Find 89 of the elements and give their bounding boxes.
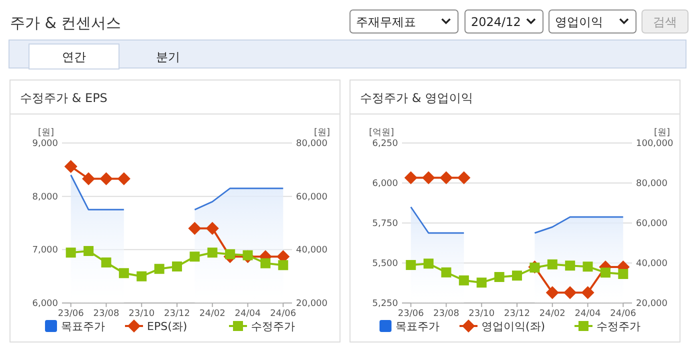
x-tick-label: 24/02 (199, 309, 226, 319)
legend-label: 수정주가 (251, 320, 295, 333)
y2-tick-label: 80,000 (296, 139, 328, 149)
point (66, 248, 76, 258)
y-tick-label: 5,250 (372, 299, 398, 309)
point (82, 172, 96, 186)
text: 주가 & 컨센서스 (10, 14, 122, 32)
y-tick-label: 6,250 (372, 139, 398, 149)
y-tick-label: 5,500 (372, 259, 398, 269)
point (225, 249, 236, 260)
x-tick-label: 23/06 (58, 309, 84, 319)
y-axis-title: [억원] (368, 128, 394, 138)
x-tick-label: 23/10 (468, 309, 495, 319)
y2-axis-title: [원] (314, 128, 330, 138)
y2-tick-label: 40,000 (296, 246, 328, 256)
legend-label: 수정주가 (596, 320, 640, 333)
legend-label: 영업이익(좌) (482, 320, 546, 333)
point (100, 172, 113, 186)
text: 분기 (156, 50, 180, 64)
x-tick-label: 24/06 (270, 309, 296, 319)
point (406, 260, 416, 270)
y-tick-label: 6,000 (372, 179, 398, 189)
point (512, 270, 522, 281)
point (424, 258, 434, 269)
point (118, 268, 129, 278)
chart-title: 수정주가 & 영업이익 (360, 91, 473, 105)
point (582, 262, 593, 272)
x-tick-label: 24/04 (234, 309, 262, 319)
point (494, 272, 504, 282)
point (457, 171, 470, 184)
text: 2024/12 (471, 15, 521, 29)
legend-label: 목표주가 (61, 320, 105, 333)
y-axis-title: [원] (38, 128, 54, 138)
point (206, 222, 219, 235)
y2-tick-label: 60,000 (636, 219, 668, 229)
text: 검색 (653, 15, 677, 29)
x-tick-label: 23/12 (164, 309, 190, 319)
x-tick-label: 23/10 (128, 309, 155, 319)
point (565, 260, 576, 271)
point (476, 278, 487, 288)
point (101, 257, 112, 268)
y2-tick-label: 60,000 (296, 192, 328, 202)
point (188, 222, 202, 235)
y2-tick-label: 20,000 (636, 299, 668, 309)
point (564, 286, 577, 300)
y2-tick-label: 20,000 (296, 299, 328, 309)
point (618, 269, 628, 279)
text: 영업이익 (555, 15, 603, 29)
point (278, 260, 288, 270)
y-tick-label: 6,000 (32, 299, 58, 309)
point (154, 264, 164, 274)
legend-label: 목표주가 (396, 320, 440, 333)
x-tick-label: 23/06 (398, 309, 424, 319)
point (260, 258, 270, 268)
point (581, 286, 594, 300)
point (440, 171, 453, 184)
y-tick-label: 7,000 (32, 246, 58, 256)
point (441, 267, 452, 278)
point (458, 275, 469, 286)
point (172, 261, 182, 272)
y2-tick-label: 80,000 (636, 179, 668, 189)
text: 주재무제표 (356, 15, 416, 29)
legend-label: EPS(좌) (147, 320, 188, 333)
point (84, 246, 94, 256)
point (117, 172, 130, 186)
x-tick-label: 24/04 (574, 309, 602, 319)
point (547, 259, 558, 270)
y-tick-label: 8,000 (32, 192, 58, 202)
point (64, 160, 78, 173)
point (242, 250, 253, 260)
point (600, 268, 610, 278)
y-tick-label: 5,750 (372, 219, 398, 229)
y2-tick-label: 40,000 (636, 259, 668, 269)
point (136, 271, 147, 282)
point (190, 252, 200, 262)
x-tick-label: 23/12 (504, 309, 530, 319)
point (404, 171, 418, 184)
text: 연간 (62, 50, 86, 64)
x-tick-label: 23/08 (93, 309, 120, 319)
x-tick-label: 23/08 (433, 309, 460, 319)
y-tick-label: 9,000 (32, 139, 58, 149)
x-tick-label: 24/02 (539, 309, 566, 319)
point (207, 248, 218, 258)
point (546, 286, 559, 300)
chart-title: 수정주가 & EPS (20, 91, 108, 105)
x-tick-label: 24/06 (610, 309, 636, 319)
y2-axis-title: [원] (654, 128, 670, 138)
point (422, 171, 436, 184)
y2-tick-label: 100,000 (636, 139, 674, 149)
